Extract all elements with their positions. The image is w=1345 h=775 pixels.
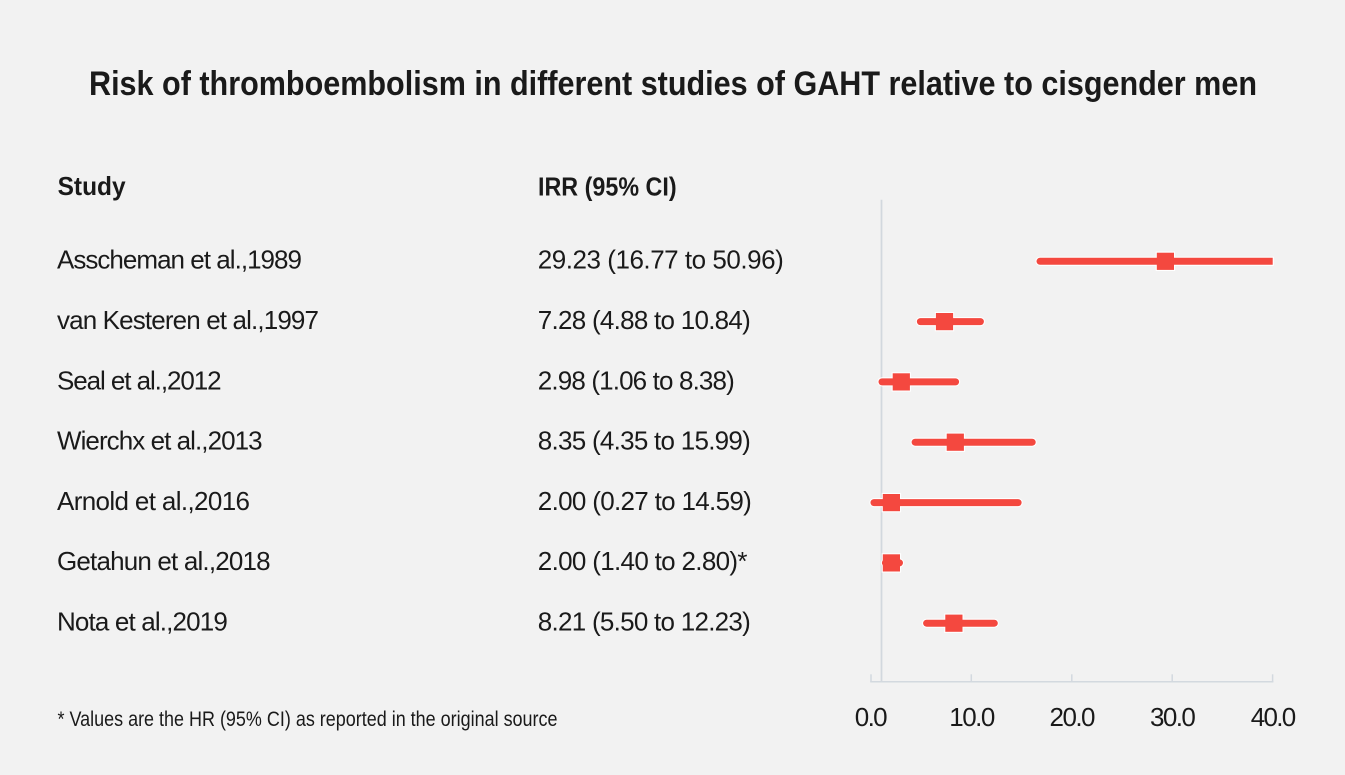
svg-text:2.00 (0.27 to 14.59): 2.00 (0.27 to 14.59): [538, 486, 752, 516]
svg-text:IRR (95% CI): IRR (95% CI): [538, 172, 677, 202]
svg-text:8.35 (4.35 to 15.99): 8.35 (4.35 to 15.99): [538, 426, 751, 456]
svg-text:2.98 (1.06 to 8.38): 2.98 (1.06 to 8.38): [538, 365, 735, 395]
svg-text:Asscheman et al.,1989: Asscheman et al.,1989: [57, 245, 302, 275]
svg-text:7.28 (4.88 to 10.84): 7.28 (4.88 to 10.84): [538, 305, 751, 335]
svg-text:Nota et al.,2019: Nota et al.,2019: [57, 607, 228, 637]
svg-text:8.21 (5.50 to 12.23): 8.21 (5.50 to 12.23): [538, 607, 751, 637]
svg-text:Arnold et al.,2016: Arnold et al.,2016: [57, 486, 250, 516]
svg-text:30.0: 30.0: [1150, 702, 1196, 732]
svg-text:20.0: 20.0: [1050, 702, 1096, 732]
svg-text:0.0: 0.0: [855, 702, 888, 732]
svg-text:2.00 (1.40 to 2.80)*: 2.00 (1.40 to 2.80)*: [538, 546, 748, 576]
svg-text:40.0: 40.0: [1251, 702, 1297, 732]
svg-text:* Values are the HR (95% CI) a: * Values are the HR (95% CI) as reported…: [58, 708, 558, 731]
svg-text:Wierchx et al.,2013: Wierchx et al.,2013: [57, 426, 263, 456]
svg-text:Getahun et al.,2018: Getahun et al.,2018: [57, 546, 271, 576]
svg-text:van Kesteren et al.,1997: van Kesteren et al.,1997: [57, 305, 319, 335]
svg-text:10.0: 10.0: [949, 702, 995, 732]
svg-text:29.23 (16.77 to 50.96): 29.23 (16.77 to 50.96): [538, 245, 784, 275]
svg-text:Risk of thromboembolism in dif: Risk of thromboembolism in different stu…: [89, 65, 1257, 103]
svg-text:Study: Study: [58, 171, 126, 201]
svg-text:Seal et al.,2012: Seal et al.,2012: [57, 365, 222, 395]
